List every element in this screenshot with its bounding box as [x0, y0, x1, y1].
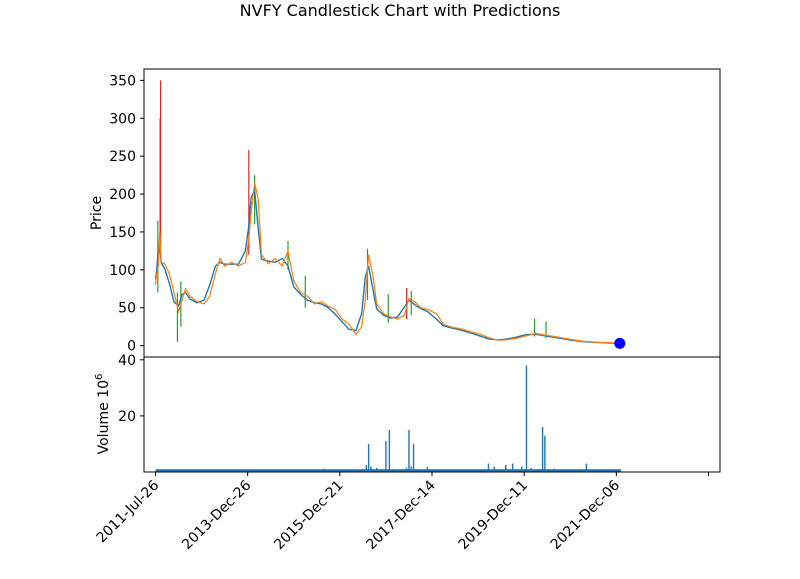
volume-bar: [511, 463, 514, 472]
volume-plot-area: [155, 365, 621, 472]
volume-bar: [525, 365, 528, 472]
price-plot-area: [154, 80, 626, 349]
volume-bar: [530, 467, 532, 472]
volume-ylabel-main: Volume: [96, 402, 112, 454]
volume-ylabel-exp-base: 10: [96, 380, 112, 398]
volume-bar: [484, 469, 486, 472]
price-ylabel: Price: [89, 196, 105, 230]
volume-bar: [405, 467, 408, 472]
price-ytick-label: 50: [118, 301, 136, 317]
volume-ylabel: Volume 106: [94, 374, 112, 455]
volume-axes-frame: [143, 356, 721, 473]
volume-bar: [367, 443, 370, 472]
volume-bar: [274, 470, 277, 472]
volume-bar: [541, 427, 544, 472]
x-tick-label: 2019-Dec-11: [456, 478, 531, 553]
x-axis: 2011-Jul-26 2013-Dec-26 2015-Dec-21 2017-De…: [94, 472, 709, 553]
volume-bar: [521, 466, 523, 472]
volume-bar: [578, 469, 581, 472]
volume-bar: [318, 469, 320, 472]
open-price-line: [154, 187, 617, 345]
volume-bar: [553, 468, 555, 472]
price-panel: 0 50 100 150 200 250 300 350 Price: [89, 68, 721, 358]
volume-bar: [157, 469, 159, 472]
volume-bar: [412, 443, 415, 472]
prediction-marker: [614, 337, 626, 349]
volume-baseline: [155, 469, 621, 472]
price-ytick-label: 150: [109, 225, 136, 241]
volume-bar: [385, 441, 387, 472]
volume-bar: [426, 466, 429, 472]
volume-bar: [249, 469, 251, 472]
volume-bar: [493, 466, 495, 472]
volume-bar: [487, 463, 490, 472]
volume-bar: [505, 464, 507, 472]
volume-bar: [416, 469, 418, 472]
volume-bar: [244, 470, 247, 472]
price-ytick-label: 350: [109, 73, 136, 89]
volume-bar: [408, 429, 410, 472]
volume-bar: [442, 469, 445, 472]
x-tick-label: 2011-Jul-26: [94, 477, 163, 546]
close-price-line: [154, 182, 617, 344]
volume-bar: [410, 466, 412, 472]
volume-bar: [376, 467, 378, 472]
price-ytick-label: 300: [109, 111, 136, 127]
price-ytick-label: 250: [109, 149, 136, 165]
volume-bar: [348, 470, 350, 472]
volume-bar: [370, 466, 372, 472]
volume-ytick-label: 20: [118, 409, 136, 425]
x-tick-label: 2015-Dec-21: [271, 478, 346, 553]
x-tick-label: 2013-Dec-26: [179, 477, 254, 552]
volume-ytick-label: 40: [118, 353, 136, 369]
x-tick-label: 2017-Dec-14: [363, 477, 438, 552]
volume-bar: [392, 469, 394, 472]
volume-bar: [585, 463, 588, 472]
price-ytick-label: 200: [109, 187, 136, 203]
volume-ylabel-exponent: 6: [94, 374, 105, 380]
price-axes-frame: [143, 68, 721, 358]
x-tick-label: 2021-Dec-06: [548, 477, 623, 552]
chart-title: NVFY Candlestick Chart with Predictions: [240, 1, 561, 20]
price-y-ticks: 0 50 100 150 200 250 300 350: [109, 73, 144, 355]
volume-bar: [544, 435, 546, 472]
volume-bar: [388, 429, 391, 472]
volume-bar: [365, 464, 368, 472]
price-ytick-label: 100: [109, 263, 136, 279]
price-ytick-label: 0: [127, 339, 136, 355]
volume-bar: [323, 468, 325, 472]
volume-bar: [329, 470, 332, 472]
candle-body-line: [155, 182, 617, 344]
volume-bar: [597, 469, 599, 472]
